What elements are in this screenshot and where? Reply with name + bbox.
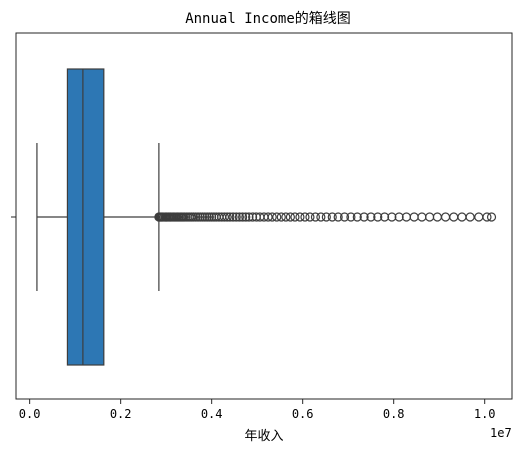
outlier-point [219,212,230,222]
outlier-point [234,212,245,222]
outlier-point [346,212,356,222]
outlier-point [339,212,350,222]
x-tick-label: 0.8 [383,407,405,421]
outlier-point [394,212,404,222]
x-tick-label: 0.0 [19,407,41,421]
x-tick-label: 1.0 [474,407,496,421]
outlier-point [327,212,337,222]
outlier-point [486,212,497,222]
outlier-point [281,212,291,222]
outlier-point [228,212,238,222]
outlier-point [195,212,205,222]
outlier-point [310,212,321,222]
outlier-point [321,212,331,222]
outlier-point [305,212,315,222]
outlier-point [316,212,326,222]
outlier-point [474,212,484,222]
outlier-point [373,212,383,222]
outlier-point [263,212,273,222]
outlier-point [225,212,235,222]
outlier-point [333,212,343,222]
outlier-point [204,212,214,222]
outlier-point [285,212,295,222]
outlier-point [417,212,427,222]
outlier-point [440,212,451,222]
x-tick-label: 0.4 [201,407,223,421]
outlier-point [241,212,251,222]
box-iqr [66,68,105,366]
outlier-point [193,212,203,222]
outlier-point [359,212,369,222]
outlier-point [188,212,199,222]
outlier-point [352,212,362,222]
outlier-point [222,212,232,222]
outlier-point [200,212,210,222]
outlier-point [267,212,277,222]
outlier-point [276,212,286,222]
plot-frame [15,32,513,400]
outlier-point [465,212,475,222]
outlier-point [295,212,305,222]
x-tick-label: 0.6 [292,407,314,421]
outlier-point [379,212,390,222]
outlier-point [449,212,459,222]
outlier-point [300,212,310,222]
outlier-point [409,212,419,222]
outlier-point [238,212,248,222]
outlier-point [244,212,254,222]
x-axis-label: 年收入 [244,429,283,444]
outlier-point [432,212,442,222]
chart-marks [36,68,497,366]
outlier-point [197,212,208,222]
outlier-point [207,212,217,222]
chart-title: Annual Income的箱线图 [185,11,351,27]
outlier-point [482,212,492,222]
x-axis: 0.0 0.2 0.4 0.6 0.8 1.0 [11,216,496,421]
outlier-point [457,212,467,222]
outlier-point [366,212,376,222]
outlier-point [387,212,397,222]
x-tick-label: 0.2 [110,407,132,421]
outlier-point [272,212,282,222]
outlier-point [191,212,201,222]
outlier-point [290,212,300,222]
outlier-point [231,212,241,222]
outlier-point [202,212,212,222]
x-axis-offset-label: 1e7 [490,426,512,440]
outlier-point [425,212,435,222]
outlier-point [248,212,258,222]
